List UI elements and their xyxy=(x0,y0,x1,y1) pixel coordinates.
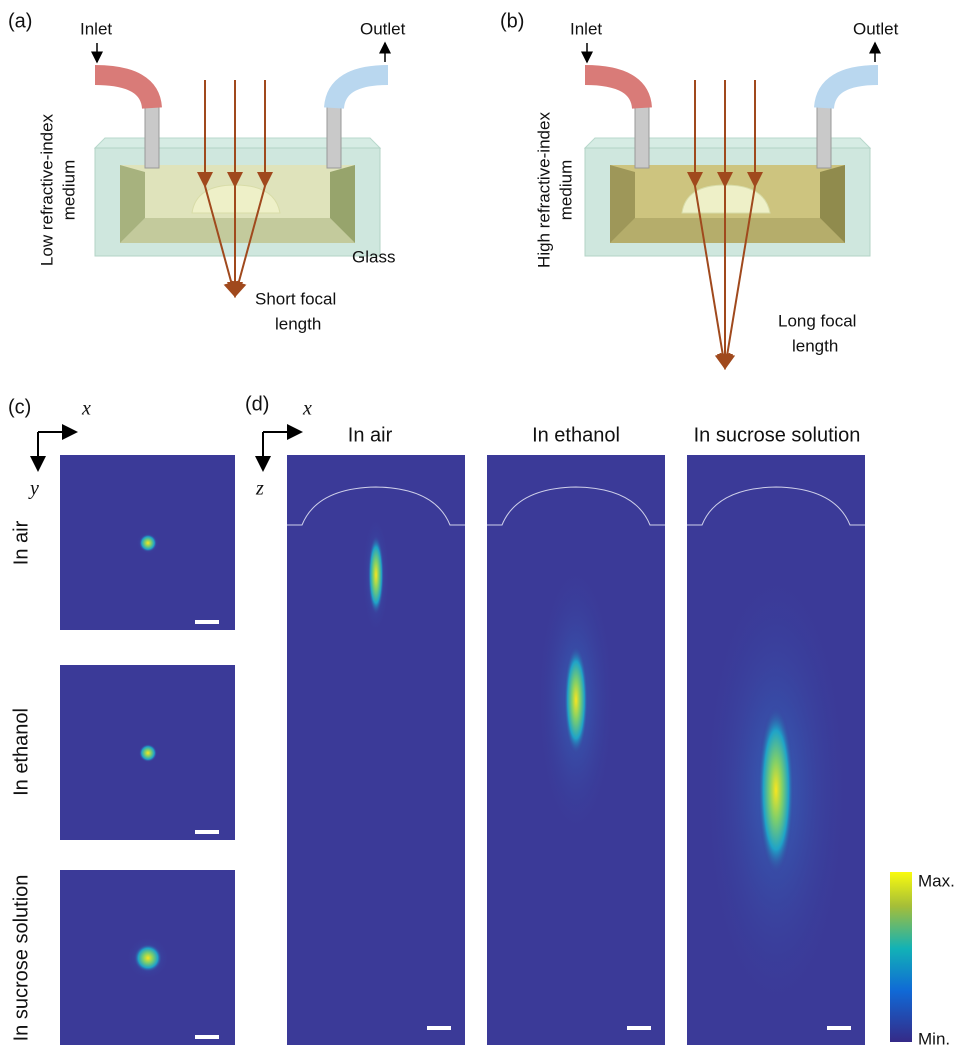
scale-bar xyxy=(195,830,219,834)
pipe xyxy=(817,100,831,168)
axis-label: z xyxy=(255,478,264,500)
colorbar-max: Max. xyxy=(918,871,955,890)
scale-bar xyxy=(195,1035,219,1039)
focal-spot xyxy=(139,534,157,552)
chamber-floor xyxy=(610,218,845,243)
column-title: In air xyxy=(348,424,393,446)
medium-label: High refractive-index xyxy=(534,112,553,268)
panel-label: (b) xyxy=(500,10,524,32)
panel-label: (c) xyxy=(8,396,31,418)
focal-spot xyxy=(368,535,384,615)
axis-label: x xyxy=(81,398,91,420)
inlet-tube xyxy=(95,75,152,108)
focal-label: Long focal xyxy=(778,311,856,330)
medium-label: medium xyxy=(59,160,78,220)
focal-label: length xyxy=(792,336,838,355)
medium-label: medium xyxy=(556,160,575,220)
focal-spot xyxy=(134,944,162,972)
colorbar xyxy=(890,872,912,1042)
drawing-layer xyxy=(38,43,912,1045)
axis-label: y xyxy=(28,478,39,500)
row-label: In sucrose solution xyxy=(10,875,32,1042)
inlet-label: Inlet xyxy=(80,19,112,38)
outlet-label: Outlet xyxy=(853,19,899,38)
focal-spot xyxy=(758,705,794,875)
pipe xyxy=(145,100,159,168)
focal-label: length xyxy=(275,314,321,333)
focal-spot xyxy=(139,744,157,762)
row-label: In air xyxy=(10,520,32,565)
inlet-tube xyxy=(585,75,642,108)
figure: (a) Inlet Outlet Low refractive-index me… xyxy=(0,0,963,1056)
focal-label: Short focal xyxy=(255,289,336,308)
scale-bar xyxy=(195,620,219,624)
pipe xyxy=(327,100,341,168)
panel-label: (d) xyxy=(245,393,269,415)
glass-label: Glass xyxy=(352,247,395,266)
scale-bar xyxy=(427,1026,451,1030)
chamber-floor xyxy=(120,218,355,243)
medium-label: Low refractive-index xyxy=(37,113,56,266)
outlet-tube xyxy=(824,75,878,108)
inlet-label: Inlet xyxy=(570,19,602,38)
page: {"panel_a": {"label": "(a)", "inlet": "I… xyxy=(0,0,963,1056)
column-title: In ethanol xyxy=(532,424,620,446)
outlet-label: Outlet xyxy=(360,19,406,38)
panel-label: (a) xyxy=(8,10,32,32)
pipe xyxy=(635,100,649,168)
scale-bar xyxy=(827,1026,851,1030)
colorbar-min: Min. xyxy=(918,1029,950,1048)
column-title: In sucrose solution xyxy=(694,424,861,446)
focal-spot xyxy=(564,645,588,755)
row-label: In ethanol xyxy=(10,708,32,796)
scale-bar xyxy=(627,1026,651,1030)
outlet-tube xyxy=(334,75,388,108)
axis-label: x xyxy=(302,398,312,420)
